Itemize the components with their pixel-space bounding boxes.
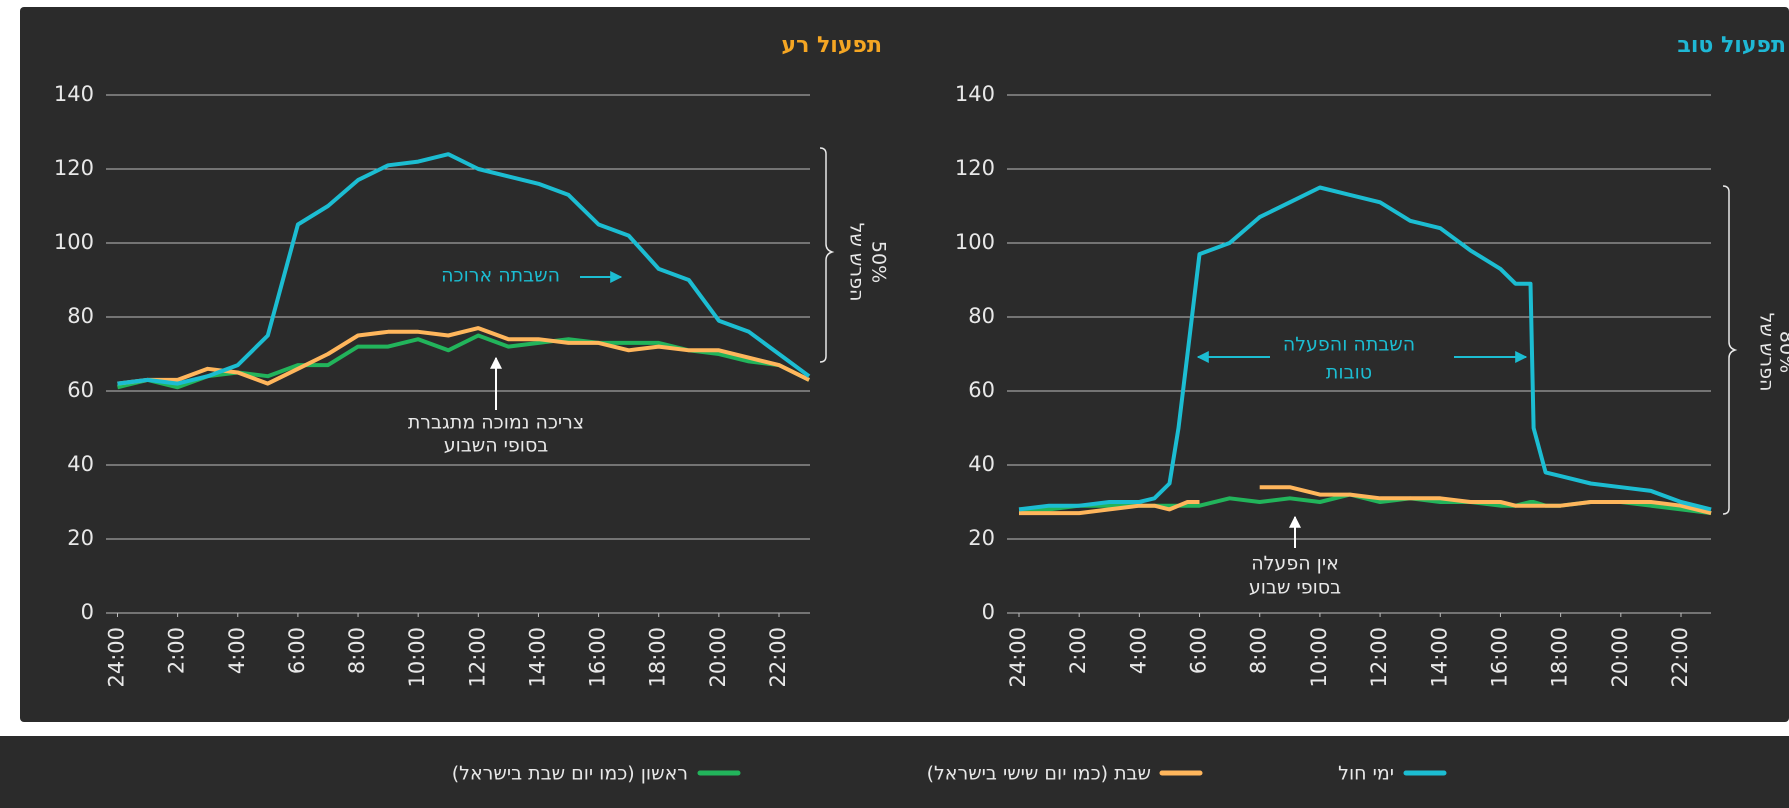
y-tick-label: 120 [54, 156, 94, 180]
legend-label: ראשון (כמו יום שבת בישראל) [452, 763, 688, 785]
y-tick-label: 60 [67, 378, 94, 402]
x-tick-label: 4:00 [1126, 627, 1150, 674]
series-line [1019, 485, 1712, 516]
bracket [819, 147, 835, 363]
legend-label: שבת (כמו יום שישי בישראל) [927, 763, 1151, 785]
annotation: השבתה והפעלה [1283, 334, 1415, 356]
panel [20, 7, 1789, 722]
y-tick-label: 100 [54, 230, 94, 254]
annotation: הפרש של [1756, 313, 1778, 392]
annotation: טובות [1326, 362, 1372, 384]
annotation: בסופי שבוע [1249, 577, 1341, 599]
annotation: 80% [1776, 331, 1789, 373]
x-tick-label: 14:00 [1427, 627, 1451, 688]
annotation: צריכה נמוכה מתגברת [408, 412, 584, 434]
y-tick-label: 0 [81, 600, 94, 624]
x-tick-label: 18:00 [1548, 627, 1572, 688]
x-tick-label: 20:00 [1608, 627, 1632, 688]
y-tick-label: 140 [955, 82, 995, 106]
x-tick-label: 12:00 [465, 627, 489, 688]
y-tick-label: 20 [67, 526, 94, 550]
annotation: אין הפעלה [1251, 553, 1339, 575]
annotation: 50% [868, 241, 890, 283]
series-line [1018, 185, 1712, 512]
x-tick-label: 22:00 [1668, 627, 1692, 688]
series-line [117, 326, 810, 386]
x-tick-label: 18:00 [646, 627, 670, 688]
legend-bar [0, 736, 1789, 808]
x-tick-label: 20:00 [706, 627, 730, 688]
x-tick-label: 14:00 [525, 627, 549, 688]
chart-title: תפעול רע [781, 33, 882, 58]
y-tick-label: 40 [968, 452, 995, 476]
y-tick-label: 80 [67, 304, 94, 328]
y-tick-label: 60 [968, 378, 995, 402]
annotation: השבתה ארוכה [441, 265, 560, 287]
y-tick-label: 80 [968, 304, 995, 328]
x-tick-label: 8:00 [345, 627, 369, 674]
x-tick-label: 2:00 [165, 627, 189, 674]
x-tick-label: 22:00 [766, 627, 790, 688]
y-tick-label: 40 [67, 452, 94, 476]
chart-title: תפעול טוב [1677, 33, 1786, 58]
x-tick-label: 6:00 [1187, 627, 1211, 674]
annotation: בסופי השבוע [444, 435, 549, 457]
x-tick-label: 12:00 [1367, 627, 1391, 688]
legend-label: ימי חול [1338, 763, 1394, 785]
y-tick-label: 20 [968, 526, 995, 550]
y-tick-label: 100 [955, 230, 995, 254]
x-tick-label: 24:00 [1006, 627, 1030, 688]
y-tick-label: 120 [955, 156, 995, 180]
x-tick-label: 24:00 [105, 627, 129, 688]
x-tick-label: 10:00 [405, 627, 429, 688]
annotation: הפרש של [846, 223, 868, 302]
x-tick-label: 4:00 [225, 627, 249, 674]
x-tick-label: 8:00 [1247, 627, 1271, 674]
x-tick-label: 6:00 [285, 627, 309, 674]
bracket [1722, 185, 1738, 515]
y-tick-label: 0 [982, 600, 995, 624]
x-tick-label: 2:00 [1066, 627, 1090, 674]
x-tick-label: 10:00 [1307, 627, 1331, 688]
x-tick-label: 16:00 [586, 627, 610, 688]
series-line [117, 152, 811, 386]
x-tick-label: 16:00 [1487, 627, 1511, 688]
y-tick-label: 140 [54, 82, 94, 106]
